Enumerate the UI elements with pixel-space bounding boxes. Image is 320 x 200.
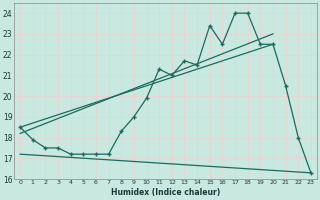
- X-axis label: Humidex (Indice chaleur): Humidex (Indice chaleur): [111, 188, 220, 197]
